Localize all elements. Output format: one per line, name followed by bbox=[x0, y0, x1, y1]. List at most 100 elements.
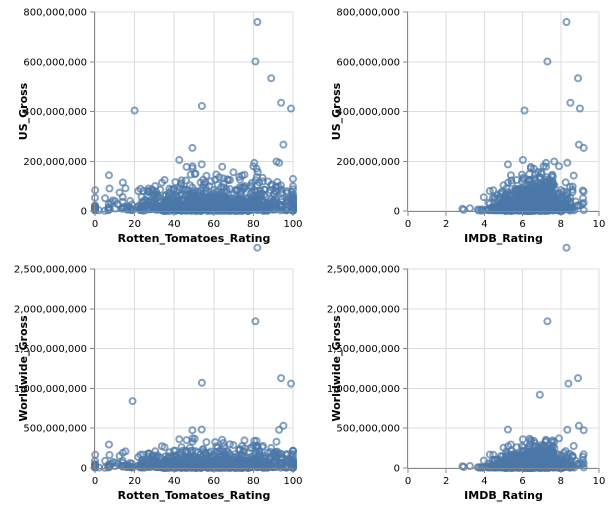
scatter-point bbox=[250, 158, 259, 167]
scatter-point bbox=[125, 462, 134, 471]
scatter-point bbox=[197, 160, 206, 169]
scatter-point bbox=[215, 450, 224, 459]
scatter-point bbox=[542, 162, 550, 171]
x-tick-label: 10 bbox=[593, 476, 606, 487]
x-tick-label: 0 bbox=[92, 476, 98, 487]
scatter-point bbox=[105, 451, 114, 459]
scatter-point bbox=[485, 187, 494, 195]
scatter-point bbox=[181, 447, 190, 456]
x-tick-label: 4 bbox=[481, 219, 487, 230]
scatter-point bbox=[258, 441, 267, 450]
scatter-point bbox=[188, 143, 197, 152]
scatter-point bbox=[172, 187, 181, 196]
scatter-point bbox=[160, 176, 169, 184]
scatter-point bbox=[537, 447, 546, 456]
x-tick: 2 bbox=[443, 211, 449, 230]
scatter-point bbox=[197, 425, 206, 434]
y-tick: 1,500,000,000 bbox=[14, 344, 95, 355]
y-tick-label: 400,000,000 bbox=[23, 107, 87, 118]
scatter-point bbox=[276, 200, 285, 209]
scatter-point bbox=[566, 206, 574, 215]
scatter-point bbox=[188, 206, 196, 215]
x-tick: 6 bbox=[519, 211, 526, 230]
scatter-point bbox=[152, 463, 161, 472]
scatter-point bbox=[263, 203, 272, 212]
y-tick-label: 1,000,000,000 bbox=[327, 384, 400, 395]
scatter-point bbox=[118, 193, 127, 201]
scatter-point bbox=[202, 171, 211, 180]
x-tick-label: 0 bbox=[405, 219, 411, 230]
scatter-point bbox=[481, 206, 490, 214]
scatter-point bbox=[579, 450, 588, 459]
y-tick: 1,000,000,000 bbox=[14, 384, 95, 395]
scatter-point bbox=[226, 202, 235, 211]
x-tick-label: 2 bbox=[443, 476, 449, 487]
scatter-point bbox=[197, 102, 206, 110]
scatter-point bbox=[506, 452, 514, 461]
scatter-point bbox=[189, 192, 198, 201]
scatter-point bbox=[543, 317, 552, 326]
scatter-point bbox=[105, 184, 114, 193]
scatter-point bbox=[562, 243, 571, 252]
y-tick: 600,000,000 bbox=[23, 57, 95, 68]
scatter-point bbox=[550, 437, 559, 446]
scatter-point bbox=[235, 445, 244, 454]
scatter-point bbox=[188, 426, 197, 435]
scatter-point bbox=[568, 188, 577, 197]
y-tick-label: 2,000,000,000 bbox=[14, 304, 87, 315]
scatter-point bbox=[204, 194, 213, 203]
scatter-point bbox=[186, 170, 195, 179]
scatter-point bbox=[473, 463, 482, 472]
scatter-point bbox=[499, 181, 508, 190]
x-tick: 20 bbox=[128, 468, 141, 487]
x-tick: 40 bbox=[168, 211, 181, 230]
x-tick-label: 6 bbox=[519, 219, 525, 230]
scatter-point bbox=[571, 197, 580, 206]
x-tick-label: 0 bbox=[405, 476, 411, 487]
scatter-point bbox=[575, 104, 584, 113]
scatter-point bbox=[171, 178, 180, 187]
scatter-point bbox=[287, 104, 295, 113]
y-tick-label: 1,000,000,000 bbox=[14, 384, 87, 395]
scatter-point bbox=[559, 448, 568, 457]
scatter-point bbox=[101, 194, 110, 203]
scatter-point bbox=[232, 185, 241, 194]
scatter-point bbox=[218, 460, 227, 469]
scatter-point bbox=[560, 199, 569, 208]
scatter-point bbox=[272, 157, 281, 166]
x-tick: 2 bbox=[443, 468, 449, 487]
scatter-point bbox=[198, 203, 207, 212]
scatter-point bbox=[525, 170, 534, 178]
scatter-point bbox=[172, 454, 181, 462]
y-tick: 200,000,000 bbox=[336, 157, 408, 168]
scatter-point bbox=[281, 205, 290, 214]
scatter-point bbox=[520, 106, 529, 115]
scatter-point bbox=[548, 173, 557, 182]
scatter-point bbox=[145, 459, 154, 468]
gridlines bbox=[407, 268, 600, 469]
data-points bbox=[91, 18, 297, 215]
chart-panel-bottom-left: 0 20 40 60 80 100 0 500,000,000 1,000,000,000 1,5… bbox=[14, 243, 303, 502]
scatter-point bbox=[134, 187, 143, 195]
y-tick: 500,000,000 bbox=[23, 424, 95, 435]
x-tick-label: 60 bbox=[207, 219, 220, 230]
y-tick-label: 2,500,000,000 bbox=[14, 265, 87, 276]
scatter-point bbox=[512, 193, 521, 202]
x-tick-label: 60 bbox=[207, 476, 220, 487]
y-tick-label: 0 bbox=[81, 464, 87, 475]
scatter-point bbox=[91, 186, 100, 195]
x-tick: 8 bbox=[558, 468, 564, 487]
x-tick-label: 20 bbox=[128, 219, 141, 230]
data-points bbox=[458, 243, 588, 472]
x-tick: 80 bbox=[247, 468, 260, 487]
y-tick: 0 bbox=[394, 464, 408, 475]
y-axis-title: US_Gross bbox=[17, 82, 30, 140]
y-tick-label: 1,500,000,000 bbox=[327, 344, 400, 355]
scatter-point bbox=[111, 204, 120, 213]
scatter-point bbox=[458, 204, 467, 213]
scatter-point bbox=[208, 460, 217, 469]
scatter-point bbox=[552, 200, 561, 209]
scatter-point bbox=[481, 463, 490, 472]
scatter-point bbox=[566, 463, 574, 472]
scatter-point bbox=[579, 426, 588, 435]
